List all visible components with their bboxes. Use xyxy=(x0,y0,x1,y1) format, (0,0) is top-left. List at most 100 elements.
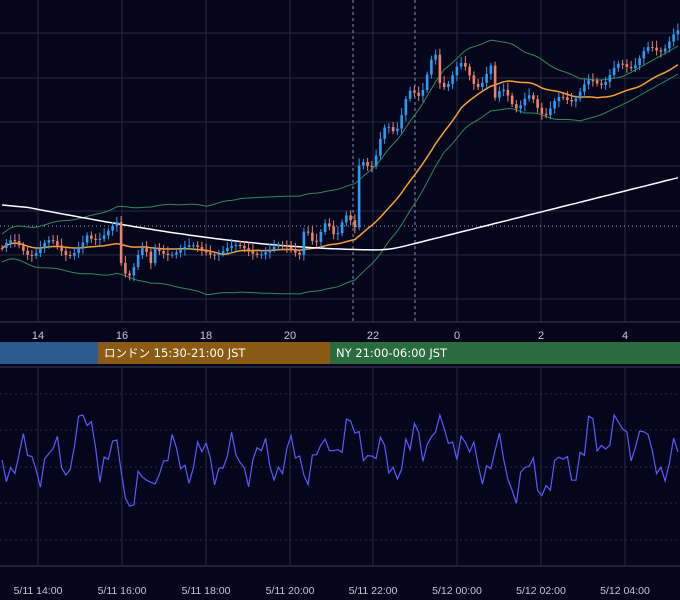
candle-body xyxy=(485,73,488,83)
candle-body xyxy=(73,252,76,256)
candle-body xyxy=(374,155,378,167)
candle-body xyxy=(340,222,344,234)
candle-body xyxy=(583,84,586,92)
candle-body xyxy=(128,273,131,276)
candle-body xyxy=(646,47,650,52)
candle-body xyxy=(608,75,612,82)
candle-body xyxy=(629,66,633,69)
candle-body xyxy=(595,80,599,84)
candle-body xyxy=(523,98,527,106)
candle-body xyxy=(34,253,38,256)
candle-body xyxy=(515,104,518,109)
candle-body xyxy=(226,248,229,252)
candle-body xyxy=(26,250,29,255)
candle-body xyxy=(400,115,403,129)
candle-body xyxy=(600,83,603,85)
candle-body xyxy=(166,253,170,255)
candle-body xyxy=(349,215,352,221)
candle-body xyxy=(289,247,293,250)
candle-body xyxy=(90,235,93,239)
candle-body xyxy=(328,223,331,227)
candle-body xyxy=(676,30,680,35)
candle-body xyxy=(557,96,561,102)
candle-body xyxy=(170,254,174,256)
candle-body xyxy=(387,127,391,129)
candle-body xyxy=(209,252,212,255)
ma-slow-line xyxy=(2,177,679,251)
candle-body xyxy=(230,245,233,249)
candle-body xyxy=(396,128,399,132)
candle-body xyxy=(43,242,46,248)
price-x-tick-label: 14 xyxy=(32,330,44,342)
candle-body xyxy=(22,245,25,251)
candle-body xyxy=(47,240,51,243)
oscillator-x-tick-label: 5/11 22:00 xyxy=(349,585,398,597)
oscillator-grid xyxy=(0,366,680,567)
candle-body xyxy=(612,67,616,76)
candle-body xyxy=(255,253,259,255)
candle-body xyxy=(634,65,637,69)
candle-body xyxy=(481,82,484,87)
candle-body xyxy=(659,50,663,52)
candle-body xyxy=(204,249,208,253)
candle-body xyxy=(413,90,416,93)
candle-body xyxy=(272,246,276,250)
candle-body xyxy=(306,231,310,233)
candle-body xyxy=(672,34,675,42)
oscillator-line xyxy=(1,412,679,507)
candle-body xyxy=(132,267,136,276)
candle-body xyxy=(625,64,629,67)
bollinger-upper xyxy=(1,39,679,235)
candle-body xyxy=(566,97,569,101)
candle-body xyxy=(617,63,620,68)
candle-body xyxy=(179,249,182,253)
candle-body xyxy=(370,165,374,167)
candle-body xyxy=(468,66,471,76)
candle-body xyxy=(540,107,544,114)
oscillator-x-tick-label: 5/11 18:00 xyxy=(182,585,231,597)
candle-body xyxy=(549,108,552,116)
candle-body xyxy=(285,245,289,248)
candlesticks xyxy=(0,23,680,282)
price-x-tick-label: 2 xyxy=(538,330,544,342)
candle-body xyxy=(642,51,646,59)
candle-body xyxy=(141,248,144,255)
candle-body xyxy=(102,235,106,239)
candle-body xyxy=(621,63,624,65)
candle-body xyxy=(13,240,17,242)
oscillator-x-tick-label: 5/12 02:00 xyxy=(516,585,566,597)
oscillator-x-tick-label: 5/12 00:00 xyxy=(432,585,482,597)
candle-body xyxy=(60,245,63,251)
candle-body xyxy=(136,254,140,268)
candle-body xyxy=(264,252,267,255)
price-x-tick-label: 22 xyxy=(367,330,379,342)
candle-body xyxy=(158,248,161,252)
candle-body xyxy=(213,254,216,256)
candle-body xyxy=(421,89,425,96)
candle-body xyxy=(221,251,225,254)
candle-body xyxy=(553,101,556,109)
candle-body xyxy=(510,95,514,105)
candle-body xyxy=(302,231,306,255)
candle-body xyxy=(149,251,153,264)
candle-body xyxy=(574,98,578,102)
candle-body xyxy=(561,96,565,98)
candle-body xyxy=(578,91,582,99)
candle-body xyxy=(604,81,607,85)
oscillator-x-tick-label: 5/12 04:00 xyxy=(600,585,650,597)
candle-body xyxy=(434,54,437,60)
session-london-label: ロンドン 15:30-21:00 JST xyxy=(104,346,246,360)
candle-body xyxy=(183,246,187,250)
candle-body xyxy=(243,245,246,249)
candle-body xyxy=(459,63,463,67)
candle-body xyxy=(196,245,199,247)
candle-body xyxy=(115,221,119,226)
candle-body xyxy=(651,47,654,49)
candle-body xyxy=(383,127,386,139)
price-x-tick-label: 16 xyxy=(116,330,128,342)
price-x-tick-label: 20 xyxy=(284,330,296,342)
candle-body xyxy=(30,254,34,256)
candle-body xyxy=(81,242,85,248)
price-grid xyxy=(0,0,680,323)
